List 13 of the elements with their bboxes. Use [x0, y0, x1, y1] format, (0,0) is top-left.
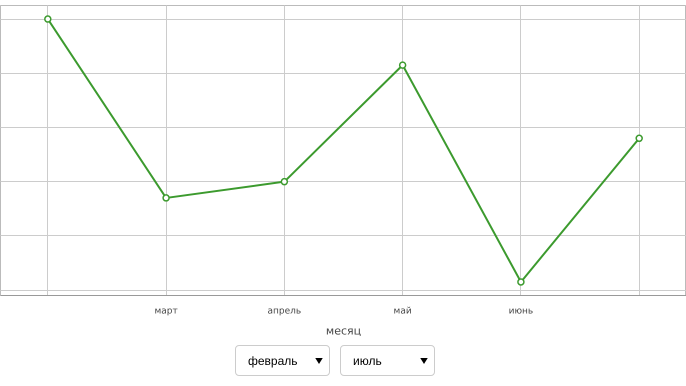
x-tick-label: май [394, 306, 412, 316]
point [398, 61, 406, 69]
x-axis-title: месяц [326, 324, 362, 338]
text: июль [340, 345, 435, 376]
x-tick-label: июнь [508, 306, 534, 316]
x-tick-label: апрель [268, 306, 302, 316]
point [517, 278, 525, 286]
point [162, 194, 170, 202]
point [280, 178, 288, 186]
point [635, 134, 643, 142]
point [44, 15, 52, 23]
text: февраль [235, 345, 330, 376]
x-tick-label: март [154, 306, 178, 316]
